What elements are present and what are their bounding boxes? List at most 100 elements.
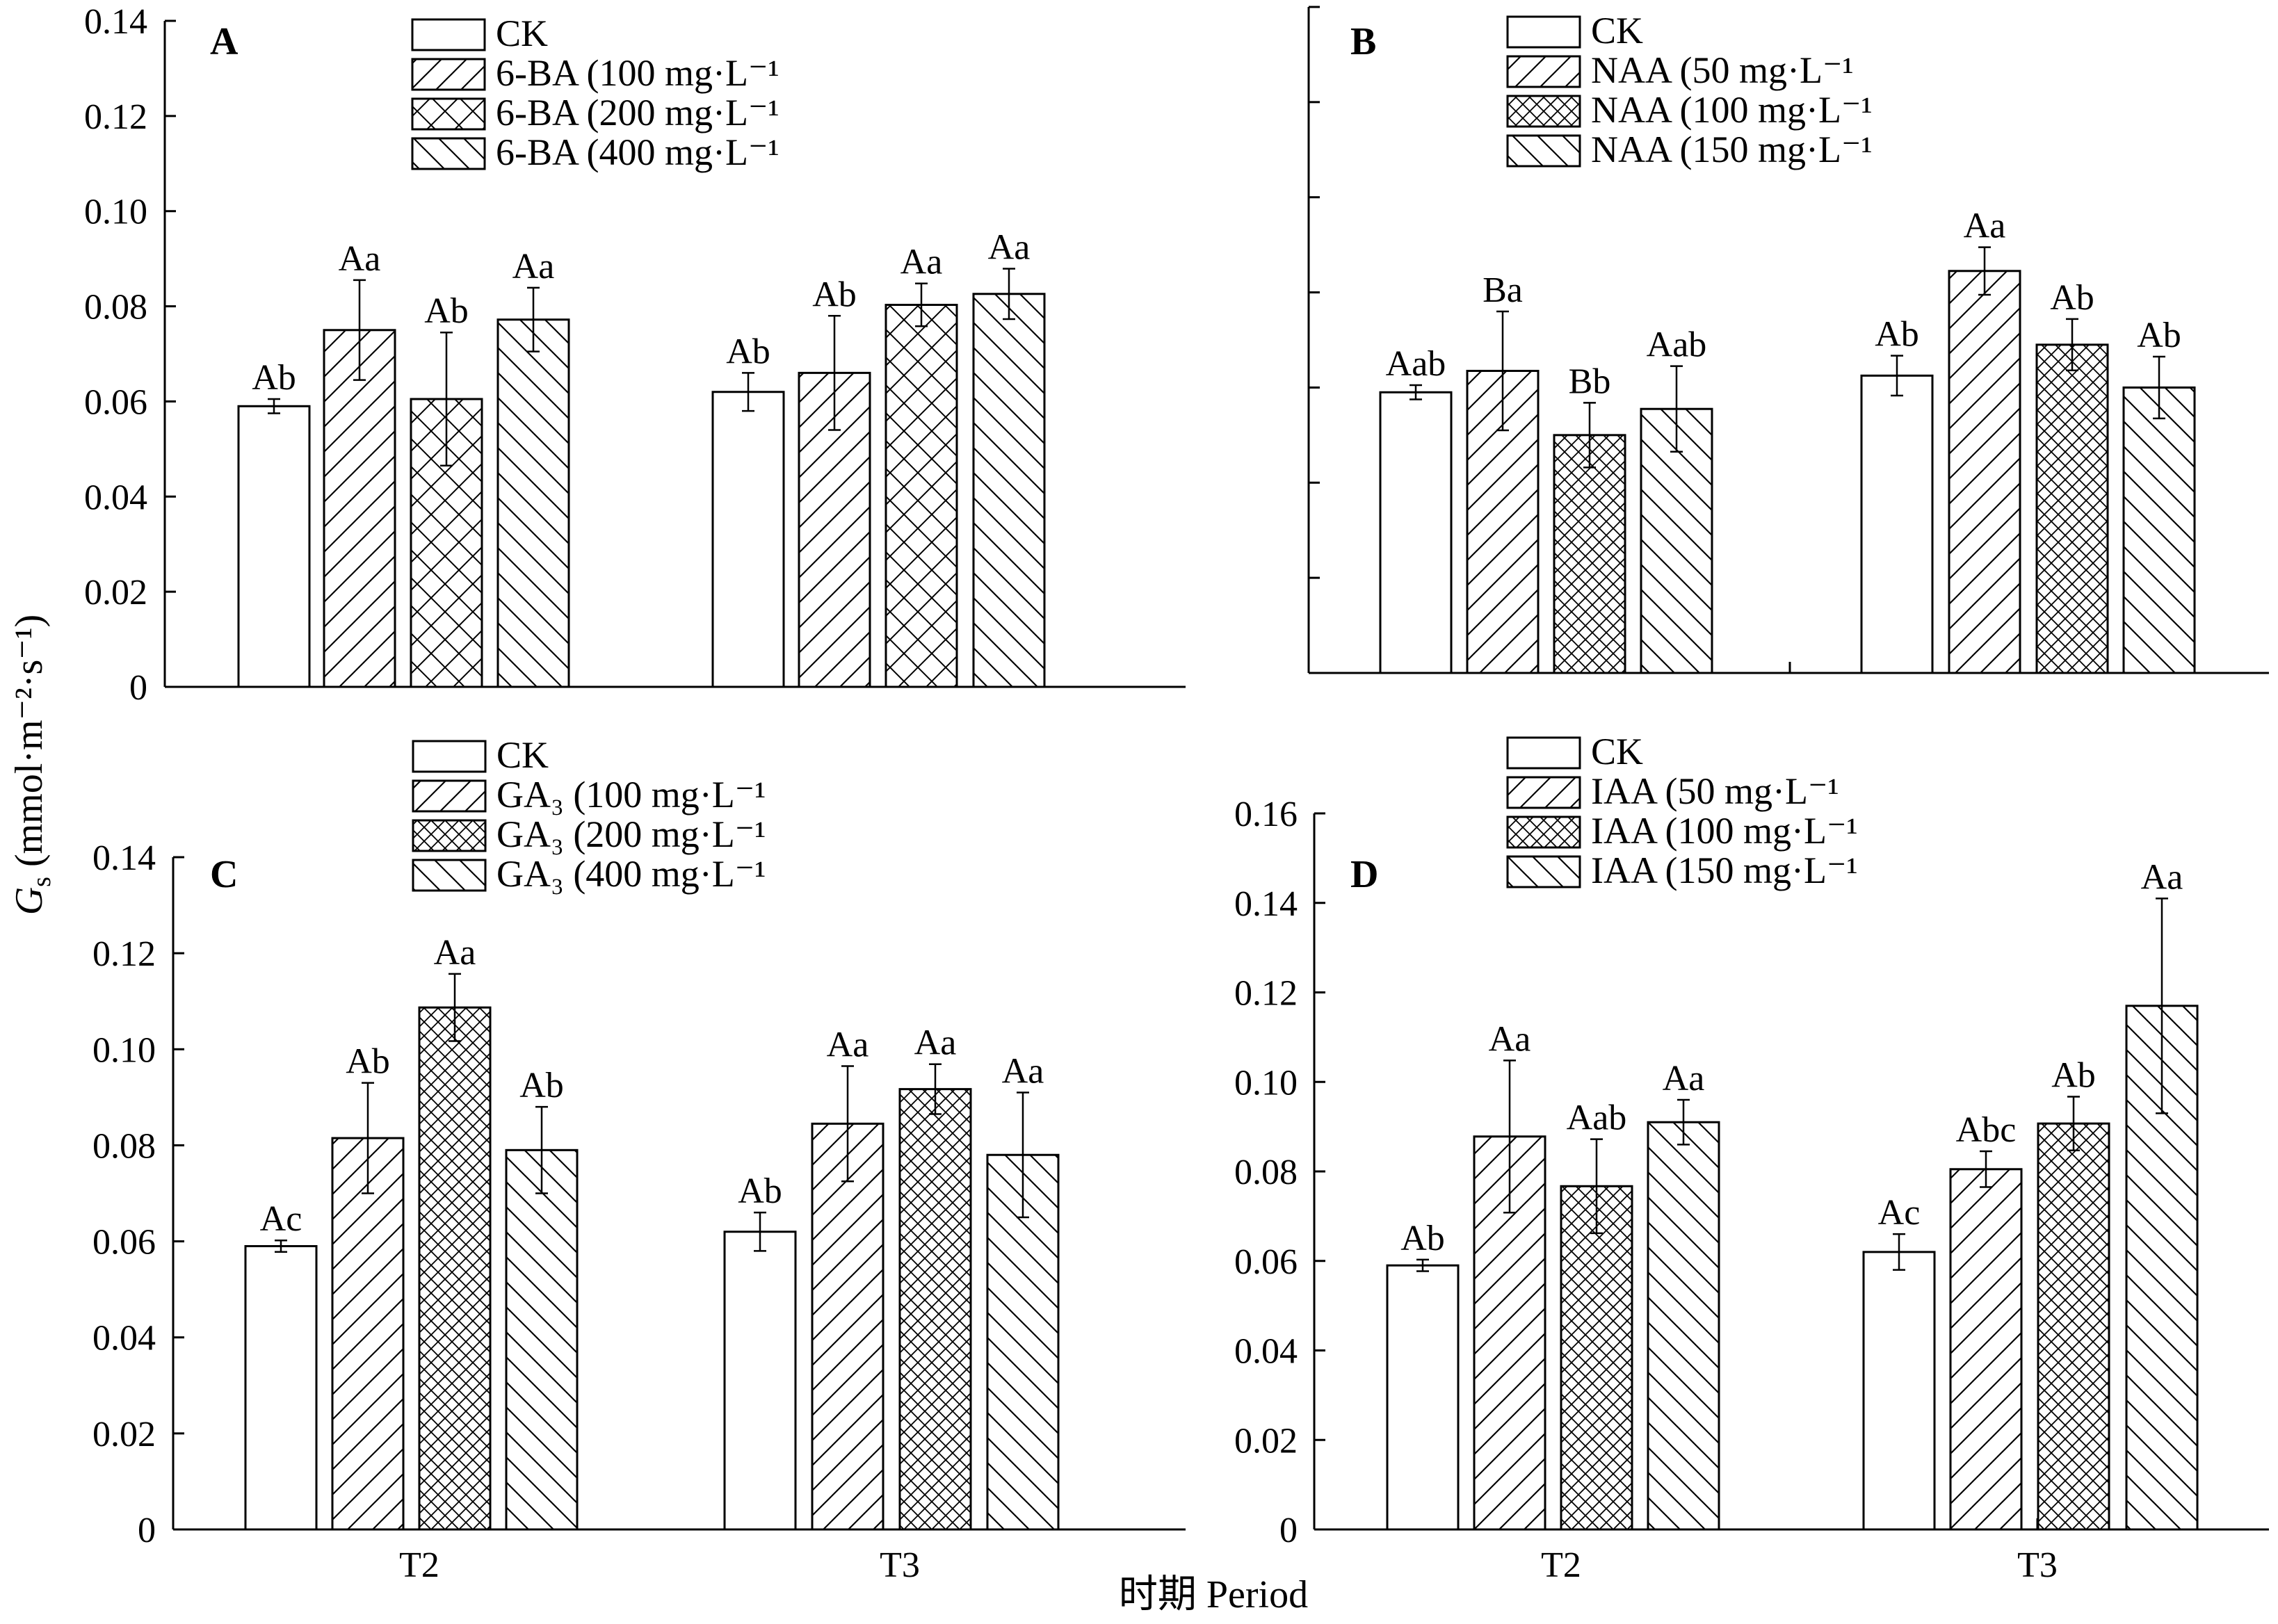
- bar-c-s2-g0: [418, 1006, 492, 1531]
- bar-c-s1-g0: [331, 1137, 405, 1531]
- legend-swatch: [412, 859, 487, 892]
- significance-label: Ab: [812, 275, 857, 314]
- significance-label: Aab: [1647, 325, 1707, 365]
- bar-c-s3-g0: [505, 1148, 579, 1531]
- y-axis-title-main: G: [8, 887, 51, 915]
- legend-swatch: [411, 97, 486, 131]
- y-tick-label: 0.02: [1234, 1421, 1298, 1461]
- y-tick-label: 0.10: [1234, 1063, 1298, 1103]
- legend-label: IAA (150 mg·L⁻¹: [1591, 850, 1858, 891]
- bar-a-s0-g1: [711, 391, 785, 688]
- bar-d-s2-g0: [1560, 1185, 1633, 1531]
- significance-label: Ab: [2051, 1055, 2096, 1095]
- legend-label: NAA (150 mg·L⁻¹: [1591, 129, 1873, 170]
- significance-label: Aa: [988, 228, 1031, 268]
- significance-label: Ab: [1875, 315, 1919, 355]
- y-tick-label: 0.14: [92, 838, 156, 878]
- significance-label: Aa: [1964, 206, 2006, 246]
- y-tick-label: 0.04: [92, 1319, 156, 1358]
- y-tick-label: 0.10: [92, 1030, 156, 1070]
- significance-label: Ab: [346, 1042, 390, 1082]
- y-tick-label: 0.02: [84, 573, 147, 612]
- y-tick-label: 0: [138, 1511, 156, 1550]
- legend-swatch: [411, 58, 486, 91]
- y-tick-label: 0.08: [92, 1126, 156, 1166]
- significance-label: Ab: [424, 291, 469, 331]
- y-tick-label: 0.12: [92, 934, 156, 974]
- legend-label: CK: [496, 734, 549, 776]
- y-tick-label: 0.06: [1234, 1242, 1298, 1282]
- significance-label: Aa: [2141, 857, 2183, 897]
- significance-label: Ab: [1400, 1219, 1445, 1258]
- bar-c-s2-g1: [898, 1088, 972, 1531]
- bar-b-s2-g0: [1553, 434, 1626, 674]
- y-tick-label: 0.10: [84, 193, 147, 232]
- significance-label: Aa: [900, 243, 943, 282]
- y-tick-label: 0.16: [1234, 795, 1298, 834]
- bar-d-s1-g1: [1949, 1168, 2023, 1531]
- significance-label: Aa: [512, 247, 555, 286]
- bar-d-s3-g0: [1647, 1121, 1720, 1531]
- significance-label: Ab: [252, 358, 296, 398]
- chart-panel-c: 0 0.02 0.04 0.06 0.08 0.10 0.12 0.14 T2 T3 Ac Ab Ab A…: [92, 734, 1186, 1585]
- legend-swatch: [1506, 15, 1581, 49]
- legend-swatch: [1506, 55, 1581, 88]
- significance-label: Aa: [1663, 1059, 1705, 1098]
- x-axis-title: 时期 Period: [1119, 1573, 1308, 1616]
- y-axis-title-sub: s: [27, 877, 56, 887]
- legend-label: NAA (100 mg·L⁻¹: [1591, 89, 1873, 131]
- legend-swatch: [1506, 855, 1581, 888]
- significance-label: Aa: [1489, 1019, 1531, 1059]
- bar-b-s2-g1: [2035, 343, 2109, 674]
- significance-label: Ab: [738, 1171, 782, 1211]
- y-tick-label: 0: [129, 668, 147, 708]
- significance-label: Ab: [519, 1066, 564, 1105]
- legend-swatch: [1506, 736, 1581, 770]
- legend-swatch: [411, 18, 486, 51]
- legend-swatch: [1506, 95, 1581, 128]
- significance-label: Ab: [2137, 316, 2181, 355]
- bar-a-s1-g0: [323, 329, 396, 688]
- significance-label: Aa: [1002, 1051, 1044, 1091]
- legend-label: IAA (50 mg·L⁻¹: [1591, 770, 1839, 812]
- bar-c-s1-g1: [811, 1122, 884, 1531]
- legend-label: IAA (100 mg·L⁻¹: [1591, 810, 1858, 852]
- bar-a-s1-g1: [798, 371, 871, 688]
- y-tick-label: 0.04: [84, 478, 147, 517]
- bar-d-s0-g1: [1862, 1251, 1936, 1531]
- significance-label: Aa: [827, 1025, 869, 1064]
- bar-a-s3-g0: [496, 318, 570, 688]
- legend-label: GA₃ (400 mg·L⁻¹: [496, 853, 766, 895]
- legend-swatch: [1506, 776, 1581, 809]
- y-tick-label: 0.14: [84, 2, 147, 42]
- legend-label: NAA (50 mg·L⁻¹: [1591, 49, 1854, 91]
- significance-label: Bb: [1569, 362, 1611, 401]
- legend-label: 6-BA (200 mg·L⁻¹: [496, 92, 779, 133]
- legend-label: CK: [1591, 731, 1643, 772]
- significance-label: Aab: [1386, 344, 1446, 384]
- chart-panel-a: 0 0.02 0.04 0.06 0.08 0.10 0.12 0.14 Ab Ab Aa Ab Ab A…: [84, 2, 1186, 708]
- y-tick-label: 0.06: [84, 382, 147, 422]
- significance-label: Aa: [914, 1023, 957, 1063]
- x-tick-label: T3: [2017, 1545, 2058, 1585]
- y-tick-label: 0.14: [1234, 884, 1298, 924]
- y-tick-label: 0.12: [84, 97, 147, 137]
- legend-label: GA₃ (200 mg·L⁻¹: [496, 813, 766, 855]
- legend-swatch: [412, 779, 487, 813]
- bar-b-s3-g1: [2122, 386, 2196, 674]
- bar-a-s3-g1: [972, 293, 1046, 688]
- legend-swatch: [1506, 815, 1581, 849]
- y-tick-label: 0.12: [1234, 974, 1298, 1014]
- y-tick-label: 0.08: [1234, 1153, 1298, 1192]
- panel-label: B: [1350, 20, 1376, 63]
- bar-d-s0-g0: [1386, 1264, 1460, 1531]
- y-tick-label: 0.08: [84, 288, 147, 327]
- panel-label: D: [1350, 853, 1378, 896]
- significance-label: Ac: [260, 1199, 302, 1239]
- legend-swatch: [412, 740, 487, 773]
- legend-label: CK: [1591, 10, 1643, 51]
- y-tick-label: 0.04: [1234, 1332, 1298, 1372]
- bar-b-s0-g0: [1379, 391, 1453, 674]
